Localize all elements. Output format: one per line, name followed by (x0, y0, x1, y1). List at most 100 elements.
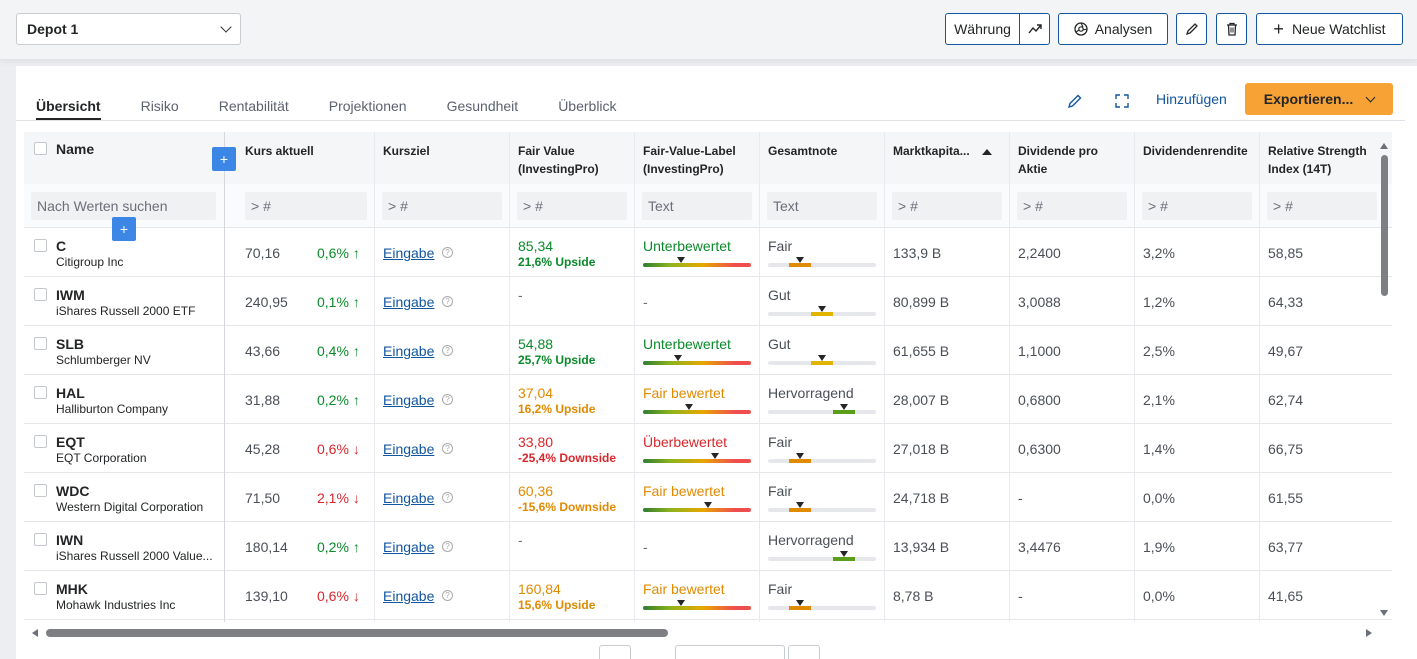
row-rsi: 41,65 (1268, 588, 1304, 604)
new-watchlist-button[interactable]: + Neue Watchlist (1256, 13, 1403, 45)
currency-button[interactable]: Währung (945, 13, 1020, 45)
row-checkbox[interactable] (34, 239, 47, 252)
row-symbol[interactable]: EQT (56, 434, 85, 450)
scroll-right-icon[interactable] (1366, 629, 1372, 637)
vertical-scroll-thumb[interactable] (1381, 155, 1388, 296)
pager-next-button[interactable] (788, 645, 820, 659)
row-price: 139,10 (245, 588, 288, 604)
currency-button-label: Währung (954, 21, 1011, 37)
column-name[interactable]: Name (56, 141, 95, 157)
help-icon[interactable]: ? (442, 492, 453, 503)
help-icon[interactable]: ? (442, 345, 453, 356)
filter-dividend[interactable]: > # (1017, 192, 1127, 220)
column-price[interactable]: Kurs aktuell (245, 144, 314, 158)
scroll-up-icon[interactable] (1380, 143, 1388, 149)
tab-overview[interactable]: Übersicht (36, 98, 101, 120)
filter-rsi[interactable]: > # (1267, 192, 1377, 220)
row-checkbox[interactable] (34, 484, 47, 497)
row-dividend: 2,2400 (1018, 245, 1061, 261)
tab-health[interactable]: Gesundheit (446, 98, 519, 114)
horizontal-scroll-thumb[interactable] (46, 629, 668, 637)
analyses-button[interactable]: Analysen (1058, 13, 1168, 45)
column-rating[interactable]: Gesamtnote (768, 144, 838, 158)
help-icon[interactable]: ? (442, 296, 453, 307)
horizontal-scrollbar[interactable] (28, 626, 1378, 638)
row-symbol[interactable]: HAL (56, 385, 85, 401)
delete-watchlist-button[interactable] (1216, 13, 1247, 45)
row-symbol[interactable]: MHK (56, 581, 88, 597)
table-row[interactable]: MHK Mohawk Industries Inc 139,10 0,6% ↓ Eing… (24, 571, 1392, 620)
scroll-left-icon[interactable] (32, 629, 38, 637)
row-symbol[interactable]: IWN (56, 532, 84, 548)
filter-target[interactable]: > # (382, 192, 502, 220)
export-button[interactable]: Exportieren... (1245, 83, 1393, 115)
edit-watchlist-button[interactable] (1176, 13, 1207, 45)
row-checkbox[interactable] (34, 337, 47, 350)
filter-fv-label[interactable]: Text (642, 192, 752, 220)
help-icon[interactable]: ? (442, 590, 453, 601)
table-row[interactable]: IWM iShares Russell 2000 ETF 240,95 0,1% ↑ E… (24, 277, 1392, 326)
target-input-link[interactable]: Eingabe (383, 441, 435, 457)
target-input-link[interactable]: Eingabe (383, 490, 435, 506)
scroll-down-icon[interactable] (1380, 610, 1388, 616)
row-checkbox[interactable] (34, 288, 47, 301)
row-fair-value: 85,34 (518, 238, 554, 254)
column-fair-value[interactable]: Fair Value (InvestingPro) (518, 142, 599, 178)
filter-rating[interactable]: Text (767, 192, 877, 220)
fullscreen-icon[interactable] (1113, 92, 1131, 110)
search-input[interactable]: Nach Werten suchen (31, 192, 216, 220)
target-input-link[interactable]: Eingabe (383, 539, 435, 555)
table-row[interactable]: HAL Halliburton Company 31,88 0,2% ↑ Eingabe… (24, 375, 1392, 424)
filter-fair-value[interactable]: > # (517, 192, 627, 220)
target-input-link[interactable]: Eingabe (383, 392, 435, 408)
column-rsi[interactable]: Relative Strength Index (14T) (1268, 142, 1367, 178)
help-icon[interactable]: ? (442, 394, 453, 405)
depot-select[interactable]: Depot 1 (16, 13, 241, 45)
column-yield[interactable]: Dividendenrendite (1143, 144, 1248, 158)
tab-summary[interactable]: Überblick (558, 98, 617, 114)
row-checkbox[interactable] (34, 435, 47, 448)
table-row[interactable]: IWN iShares Russell 2000 Value... 180,14 0,… (24, 522, 1392, 571)
help-icon[interactable]: ? (442, 247, 453, 258)
help-icon[interactable]: ? (442, 443, 453, 454)
pencil-icon[interactable] (1066, 92, 1084, 110)
pager-prev-button[interactable] (599, 645, 631, 659)
trend-button[interactable] (1019, 13, 1050, 45)
column-target[interactable]: Kursziel (383, 144, 430, 158)
add-symbol-link[interactable]: Hinzufügen (1156, 91, 1227, 107)
filter-price[interactable]: > # (245, 192, 367, 220)
table-row[interactable]: C Citigroup Inc 70,16 0,6% ↑ Eingabe? 85,34 21… (24, 228, 1392, 277)
pager-rows-select[interactable] (675, 645, 785, 659)
row-checkbox[interactable] (34, 533, 47, 546)
add-row-button[interactable]: + (112, 217, 136, 241)
tab-risk[interactable]: Risiko (140, 98, 179, 114)
tab-profitability[interactable]: Rentabilität (218, 98, 289, 114)
row-symbol[interactable]: SLB (56, 336, 84, 352)
filter-yield[interactable]: > # (1142, 192, 1252, 220)
column-dividend[interactable]: Dividende pro Aktie (1018, 142, 1098, 178)
filter-marketcap[interactable]: > # (892, 192, 1002, 220)
target-input-link[interactable]: Eingabe (383, 588, 435, 604)
select-all-checkbox[interactable] (34, 142, 47, 155)
rating-gauge-fill (789, 508, 812, 512)
table-row[interactable]: EQT EQT Corporation 45,28 0,6% ↓ Eingabe? 33,… (24, 424, 1392, 473)
tab-projections[interactable]: Projektionen (328, 98, 407, 114)
column-marketcap[interactable]: Marktkapita... (893, 142, 992, 160)
trash-icon (1226, 22, 1237, 36)
row-checkbox[interactable] (34, 582, 47, 595)
column-fair-value-label[interactable]: Fair-Value-Label (InvestingPro) (643, 142, 736, 178)
target-input-link[interactable]: Eingabe (383, 245, 435, 261)
row-symbol[interactable]: IWM (56, 287, 85, 303)
row-symbol[interactable]: C (56, 238, 67, 254)
target-input-link[interactable]: Eingabe (383, 343, 435, 359)
row-marketcap: 80,899 B (893, 294, 950, 310)
row-symbol[interactable]: WDC (56, 483, 90, 499)
add-column-button[interactable]: + (212, 147, 236, 171)
vertical-scrollbar[interactable] (1380, 143, 1388, 616)
table-row[interactable]: WDC Western Digital Corporation 71,50 2,1% … (24, 473, 1392, 522)
table-row[interactable]: SLB Schlumberger NV 43,66 0,4% ↑ Eingabe? 54,… (24, 326, 1392, 375)
row-checkbox[interactable] (34, 386, 47, 399)
target-input-link[interactable]: Eingabe (383, 294, 435, 310)
help-icon[interactable]: ? (442, 541, 453, 552)
gauge-marker (796, 453, 805, 459)
